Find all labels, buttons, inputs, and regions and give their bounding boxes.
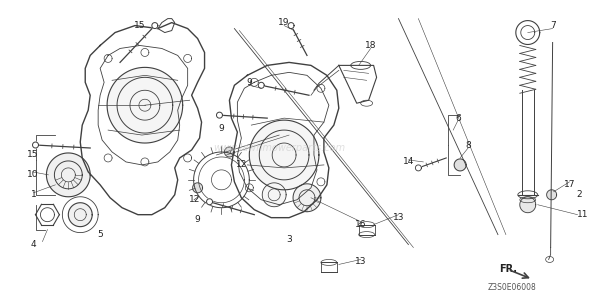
Polygon shape	[152, 23, 158, 29]
Polygon shape	[68, 203, 92, 227]
Text: 5: 5	[97, 230, 103, 239]
Polygon shape	[258, 82, 264, 88]
Text: 12: 12	[235, 160, 247, 169]
Polygon shape	[217, 112, 222, 118]
Text: 19: 19	[278, 18, 290, 27]
Text: 16: 16	[355, 220, 366, 229]
Polygon shape	[192, 183, 202, 193]
Text: 3: 3	[286, 235, 292, 244]
Text: 17: 17	[564, 180, 575, 189]
Text: 9: 9	[218, 124, 224, 132]
Text: 11: 11	[576, 210, 588, 219]
Text: 10: 10	[27, 171, 38, 179]
Text: Z3S0E06008: Z3S0E06008	[488, 283, 537, 292]
Text: www.lawnmowerparts.com: www.lawnmowerparts.com	[213, 143, 345, 153]
Text: 13: 13	[393, 213, 404, 222]
Polygon shape	[206, 199, 212, 205]
Text: 9: 9	[247, 78, 252, 87]
Text: 4: 4	[31, 240, 37, 249]
Polygon shape	[262, 183, 286, 207]
Polygon shape	[288, 23, 294, 29]
Text: 2: 2	[576, 190, 582, 199]
Polygon shape	[107, 67, 183, 143]
Polygon shape	[32, 142, 38, 148]
Polygon shape	[520, 197, 536, 213]
Text: 15: 15	[134, 21, 146, 30]
Polygon shape	[415, 165, 421, 171]
Text: 14: 14	[403, 158, 414, 166]
Polygon shape	[47, 153, 90, 197]
Text: 18: 18	[365, 41, 376, 50]
Polygon shape	[224, 147, 234, 157]
Text: 15: 15	[27, 150, 38, 160]
Polygon shape	[547, 190, 556, 200]
Text: FR.: FR.	[499, 264, 517, 274]
Text: 9: 9	[195, 215, 201, 224]
Text: 6: 6	[455, 114, 461, 123]
Text: 8: 8	[466, 140, 471, 150]
Text: 13: 13	[355, 257, 366, 266]
Text: 12: 12	[189, 195, 200, 204]
Text: 7: 7	[550, 21, 556, 30]
Polygon shape	[250, 120, 319, 190]
Text: 1: 1	[31, 190, 37, 199]
Polygon shape	[454, 159, 466, 171]
Polygon shape	[293, 184, 321, 212]
